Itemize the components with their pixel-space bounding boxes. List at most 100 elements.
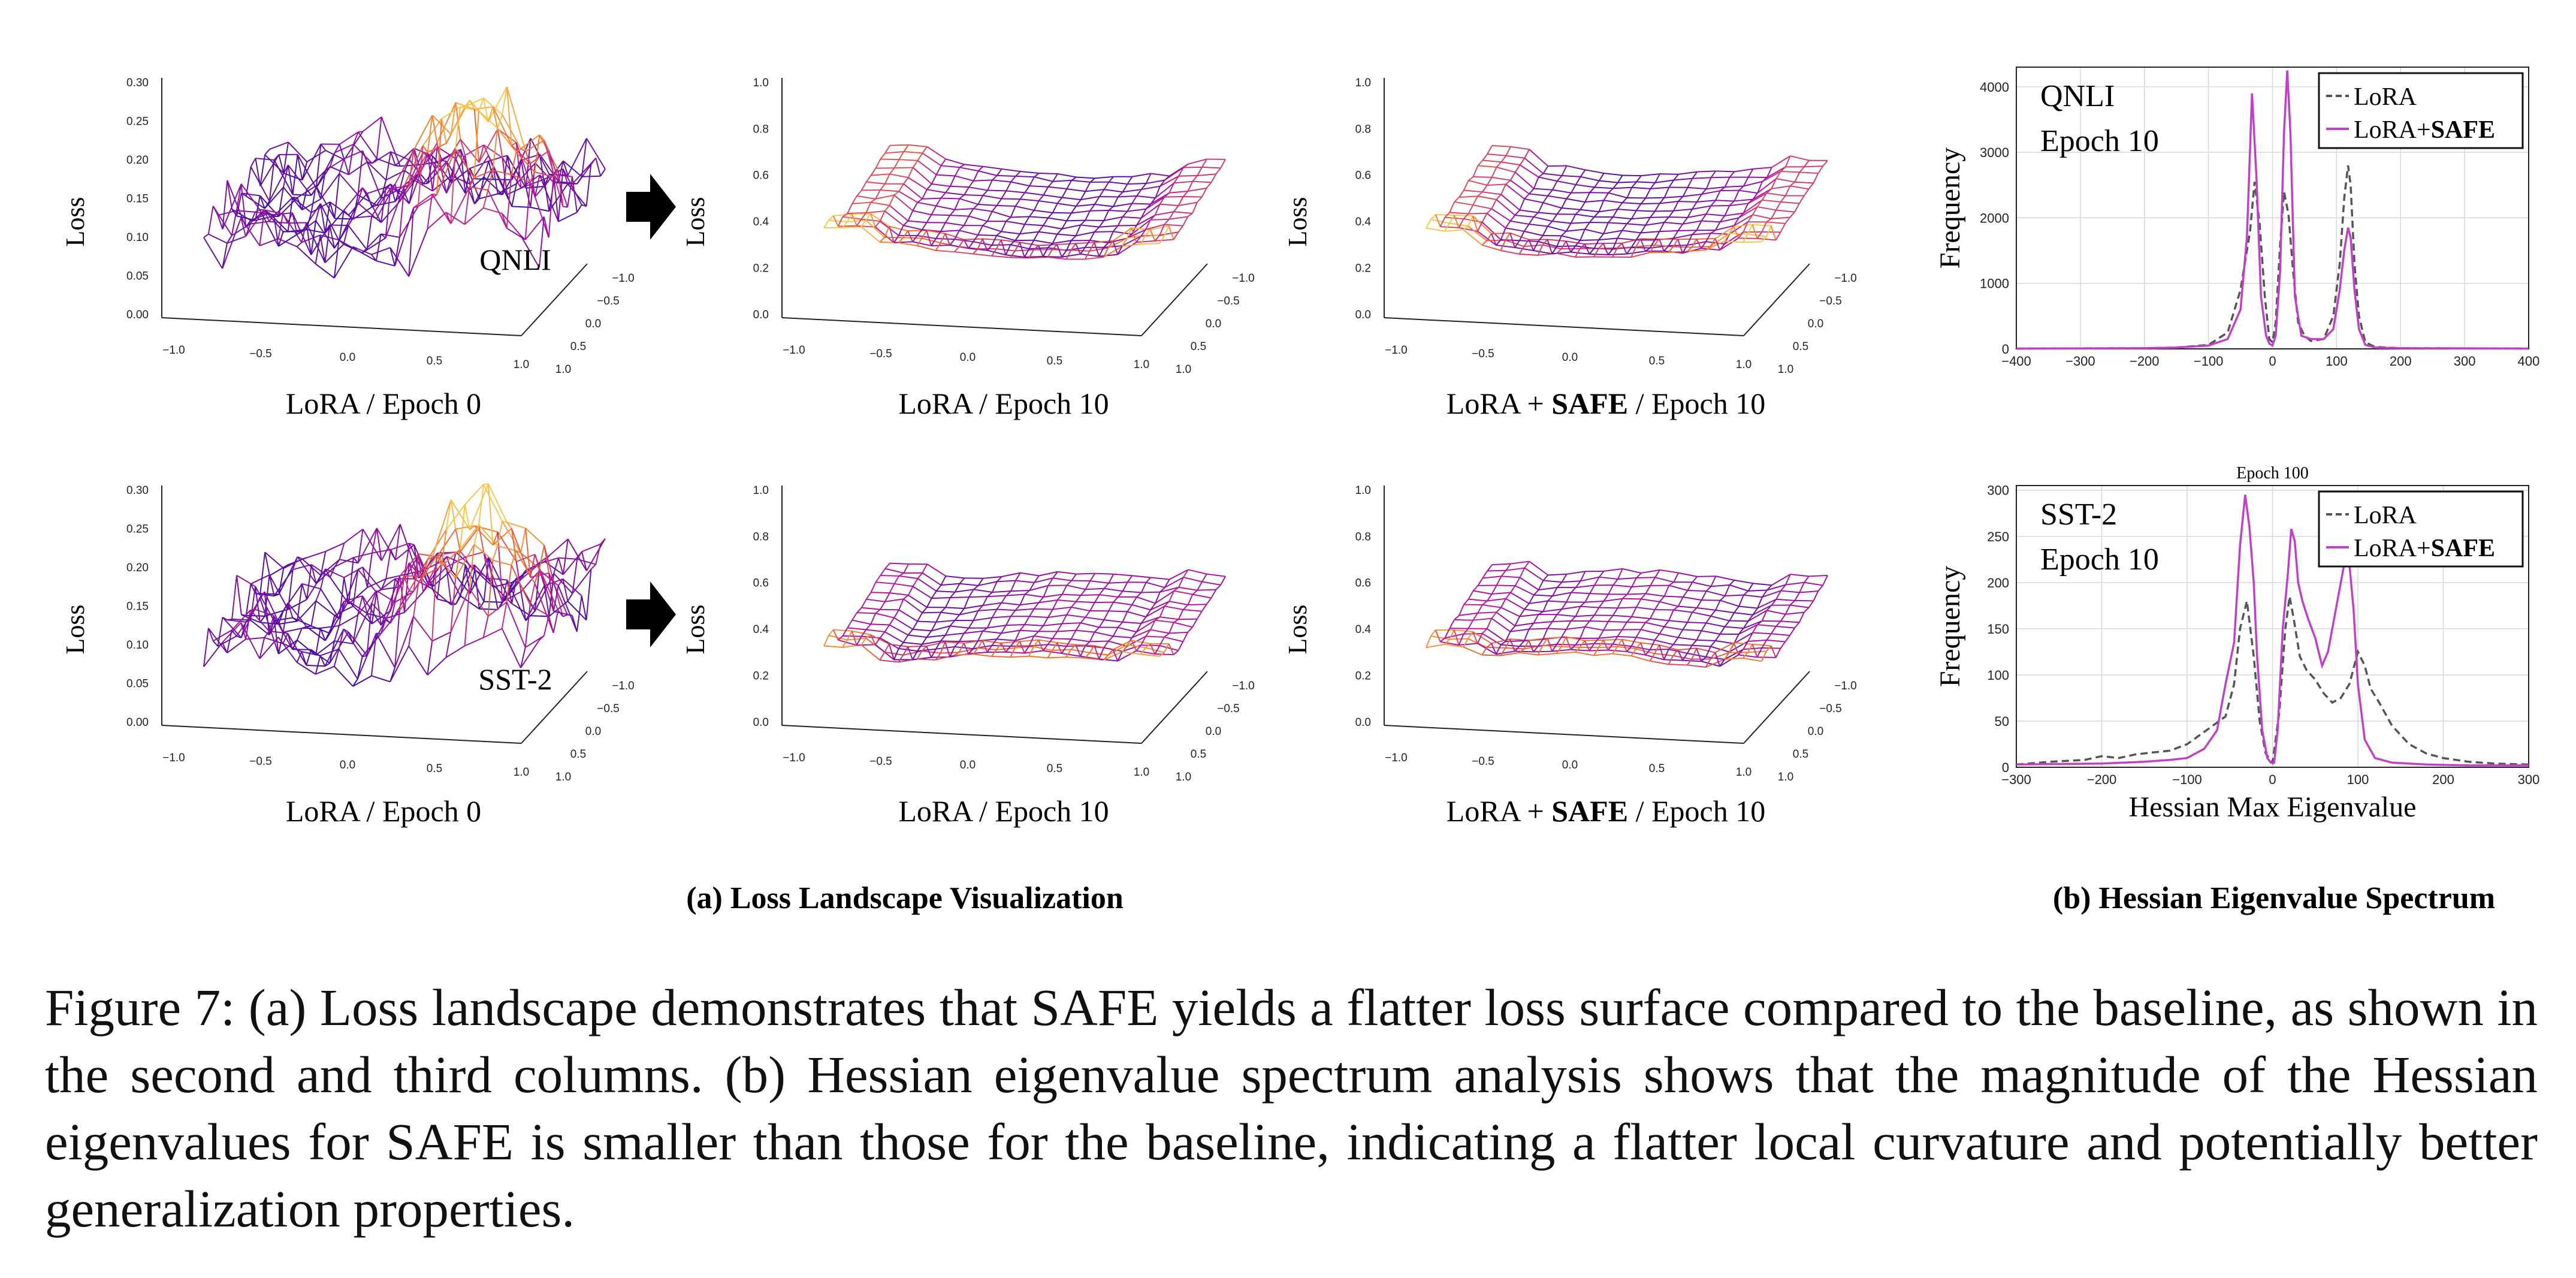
surface-mesh-line [1808,182,1814,189]
surface-mesh-line [1076,203,1095,207]
surface-mesh-line [1173,619,1179,623]
surface-mesh-line [1762,231,1781,233]
surface-mesh-line [991,638,997,646]
surface-mesh-line [1122,183,1128,192]
surface-mesh-line [1468,176,1474,181]
surface-mesh-line [1659,239,1665,252]
surface-mesh-line [1692,576,1698,583]
surface-mesh-line [1168,631,1188,634]
surface-mesh-line [1599,571,1605,578]
surface-mesh-line [1593,638,1599,644]
surface-mesh-line [329,225,336,249]
surface-mesh-line [1071,206,1077,214]
surface-mesh-line [1112,225,1119,232]
surface-mesh-line [860,644,880,661]
surface-mesh-line [274,215,279,218]
surface-mesh-line [1738,206,1758,219]
surface-mesh-line [1071,649,1090,653]
surface-mesh-line [1719,243,1725,251]
surface-mesh-line [450,186,470,224]
surface-mesh-line [287,164,307,190]
xlabel-part: LoRA / Epoch 0 [286,387,481,420]
surface-mesh-line [1799,166,1805,173]
surface-mesh-line [1729,171,1735,178]
surface-mesh-line [1561,230,1567,237]
surface-mesh-line [1673,174,1679,181]
surface-mesh-line [1747,639,1767,642]
surface-mesh-line [1043,225,1062,230]
surface-mesh-line [212,640,219,647]
surface-mesh-line [1762,590,1781,598]
surface-mesh-line [330,577,349,605]
surface-mesh-line [264,637,283,644]
surface-mesh-line [1725,626,1744,629]
z-tick-label: 0.25 [126,523,149,535]
surface-mesh-line [357,187,363,203]
surface-mesh-line [1486,618,1493,629]
surface-mesh-line [1168,225,1174,240]
surface-mesh-line [581,175,601,177]
surface-mesh-line [385,151,392,180]
surface-mesh-line [1070,644,1076,650]
surface-mesh-line [907,629,914,636]
surface-mesh-line [1794,622,1800,629]
surface-mesh-line [1584,222,1590,230]
surface-mesh-line [493,584,499,610]
surface-mesh-line [367,161,373,164]
surface-mesh-line [1664,626,1683,631]
surface-mesh-line [385,549,392,579]
surface-mesh-line [1654,244,1674,248]
surface-mesh-line [1790,185,1809,190]
surface-mesh-line [1496,245,1515,248]
surface-mesh-line [581,138,587,177]
surface-mesh-line [506,155,527,189]
surface-mesh-line [315,185,322,200]
z-tick-label: 1.0 [1355,77,1371,89]
surface-mesh-line [1621,639,1627,652]
x-tick-label: 1.0 [1134,358,1149,371]
surface-mesh-line [1019,242,1025,258]
surface-mesh-line [1756,231,1763,239]
surface-mesh-line [968,596,988,598]
surface-mesh-line [1682,245,1688,254]
surface-mesh-line [856,644,875,646]
surface-mesh-line [1617,208,1636,212]
surface-mesh-line [292,154,298,195]
surface-mesh-line [557,170,564,207]
surface-mesh-line [296,651,303,663]
surface-mesh-line [1010,610,1016,617]
x-axis-line [781,725,1142,744]
surface-mesh-line [1631,181,1637,188]
surface-mesh-line [1482,632,1502,646]
z-tick-label: 1.0 [753,484,769,497]
surface-mesh-line [502,520,508,523]
surface-mesh-line [1524,560,1530,569]
surface-mesh-line [917,160,937,176]
surface-mesh-line [1729,221,1748,235]
surface-mesh-line [903,563,909,574]
surface-mesh-line [1784,185,1791,196]
surface-mesh-line [1014,233,1020,241]
surface-mesh-line [861,607,881,610]
surface-mesh-line [488,155,494,168]
surface-mesh-line [1659,595,1665,602]
panel-xlabel: LoRA + SAFE / Epoch 10 [1446,387,1765,420]
surface-mesh-line [823,645,843,649]
surface-mesh-line [315,263,335,279]
surface-mesh-line [1080,646,1086,657]
surface-mesh-line [880,568,886,576]
surface-mesh-line [1472,585,1479,592]
surface-mesh-line [1122,243,1141,248]
surface-mesh-line [926,563,946,577]
surface-mesh-line [968,186,988,191]
surface-mesh-line [250,158,256,167]
surface-mesh-line [361,595,368,614]
surface-mesh-line [1014,249,1034,252]
surface-mesh-line [1677,239,1683,254]
surface-mesh-line [487,106,494,122]
surface-mesh-line [1523,629,1530,641]
surface-mesh-line [1556,608,1563,615]
surface-mesh-line [348,601,368,614]
surface-mesh-line [1192,175,1198,182]
surface-mesh-line [398,575,405,611]
